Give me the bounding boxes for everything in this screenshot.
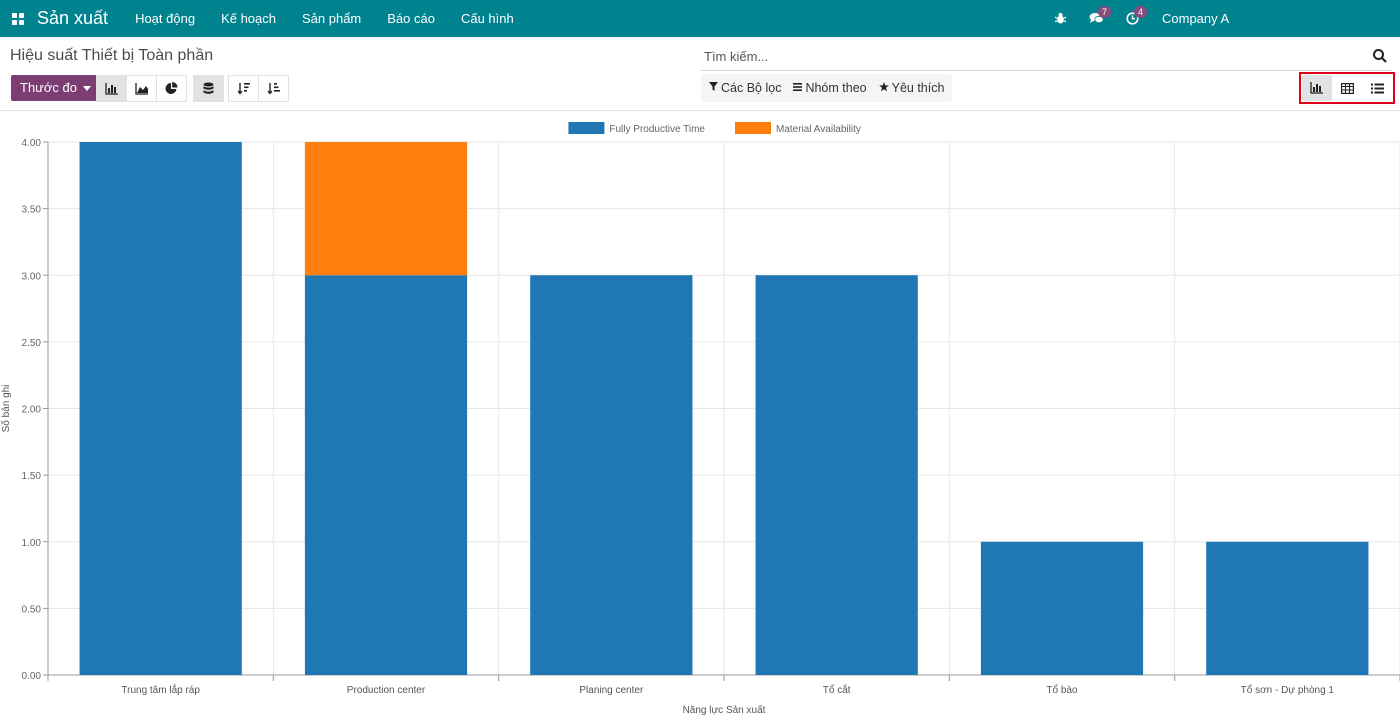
group-by-bars-icon [793,82,803,94]
control-panel: Hiệu suất Thiết bị Toàn phần Thước đo [0,37,1400,111]
x-tick-label: Trung tâm lắp ráp [121,683,200,696]
company-switcher[interactable]: Company A [1162,11,1230,26]
legend-swatch [735,122,771,134]
measures-dropdown-button[interactable]: Thước đo [11,75,100,101]
list-icon [1370,83,1384,93]
chart-type-group [96,75,187,102]
x-tick-label: Tổ bào [1046,684,1078,696]
search-options-bar: Các Bộ lọc Nhóm theo Yêu thích [701,74,953,102]
y-tick-label: 0.50 [22,604,42,615]
area-chart-icon [134,82,148,95]
y-tick-label: 2.50 [22,338,42,349]
y-tick-label: 3.00 [22,271,42,282]
search-bar [700,45,1392,71]
star-icon [878,81,889,95]
group-by-label: Nhóm theo [805,81,867,95]
x-axis-title: Năng lực Sản xuất [683,704,766,716]
messages-icon[interactable]: 7 [1078,0,1114,37]
bar-chart-button[interactable] [96,75,127,102]
sort-ascending-button[interactable] [258,75,289,102]
app-title[interactable]: Sản xuất [37,8,109,28]
search-icon[interactable] [1372,48,1388,64]
menu-products[interactable]: Sản phẩm [302,11,362,26]
bar [1206,541,1369,675]
stack-group [193,75,224,102]
bar-chart: 0.00 0.50 1.00 1.50 2.00 2.50 3.00 3.50 4.00 Trun… [0,122,1400,716]
measures-label: Thước đo [20,80,77,95]
filter-icon [709,82,718,94]
bar [755,275,918,675]
x-tick-label: Tổ cắt [823,683,851,696]
menu-reporting[interactable]: Báo cáo [387,11,435,26]
legend-label: Fully Productive Time [609,124,705,135]
graph-area: 0.00 0.50 1.00 1.50 2.00 2.50 3.00 3.50 4.00 Trun… [0,116,1400,719]
favorites-dropdown[interactable]: Yêu thích [875,81,949,95]
activities-badge: 4 [1134,6,1148,18]
caret-down-icon [82,85,91,91]
y-tick-label: 1.00 [22,538,42,549]
database-stack-icon [203,82,214,94]
y-tick-label: 0.00 [22,671,42,682]
page-title: Hiệu suất Thiết bị Toàn phần [10,47,214,64]
legend-swatch [568,122,605,134]
favorites-label: Yêu thích [891,81,945,95]
menu-planning[interactable]: Kế hoạch [221,11,276,26]
group-by-dropdown[interactable]: Nhóm theo [789,81,870,95]
search-input[interactable] [704,49,1354,64]
x-tick-label: Tổ sơn - Dự phòng 1 [1241,684,1335,696]
bar [304,275,468,675]
y-tick-label: 2.00 [22,405,42,416]
list-view-button[interactable] [1362,75,1392,101]
pivot-view-button[interactable] [1332,75,1362,101]
apps-menu-icon[interactable] [0,0,36,37]
graph-view-button[interactable] [1302,75,1332,101]
menu-configuration[interactable]: Cấu hình [460,11,514,26]
bar-chart-icon [104,82,118,95]
view-switcher [1299,72,1395,104]
y-tick-label: 1.50 [22,471,42,482]
y-axis-title: Số bản ghi [0,385,12,433]
table-icon [1340,82,1354,94]
stacked-toggle-button[interactable] [193,75,224,102]
bar [304,142,468,276]
x-tick-label: Production center [347,685,426,696]
sort-descending-button[interactable] [228,75,259,102]
messages-badge: 7 [1098,6,1112,18]
pie-chart-icon [165,82,178,94]
bar [980,541,1144,675]
sort-group [228,75,289,102]
menu-operations[interactable]: Hoạt động [135,11,196,26]
bar [530,275,693,675]
bar-chart-icon [1310,82,1323,94]
y-tick-label: 4.00 [22,138,42,149]
debug-bug-icon[interactable] [1042,0,1078,37]
sort-amount-down-icon [236,83,250,95]
pie-chart-button[interactable] [156,75,187,102]
activities-clock-icon[interactable]: 4 [1114,0,1150,37]
y-tick-label: 3.50 [22,205,42,216]
top-navbar: Sản xuất Hoạt động Kế hoạch Sản phẩm Báo… [0,0,1400,37]
bar [79,142,242,675]
legend-label: Material Availability [776,124,861,135]
filters-label: Các Bộ lọc [721,81,782,95]
x-tick-label: Planing center [579,685,644,696]
line-chart-button[interactable] [126,75,157,102]
filters-dropdown[interactable]: Các Bộ lọc [705,81,785,95]
sort-amount-up-icon [266,83,280,95]
